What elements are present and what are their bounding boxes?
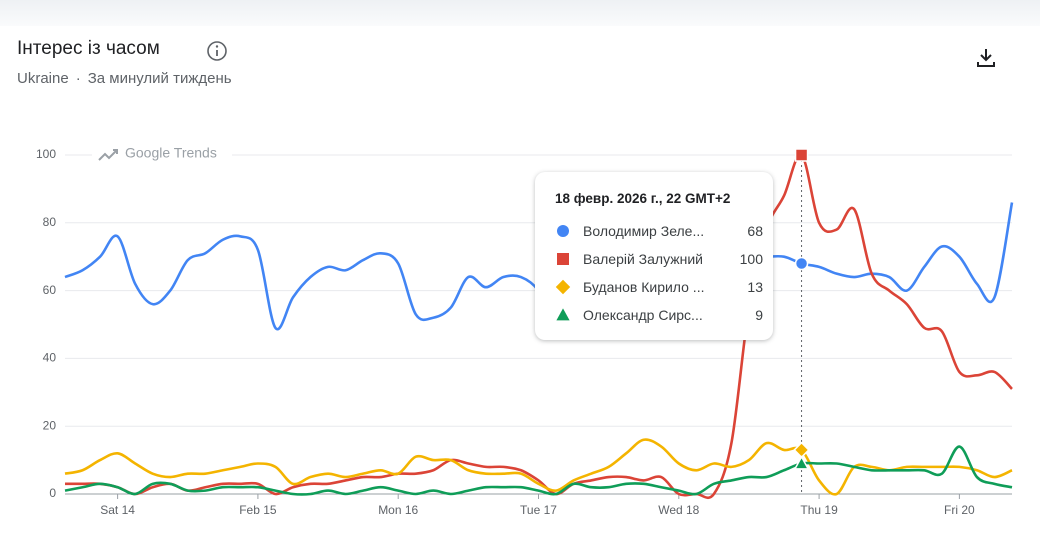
tooltip: 18 февр. 2026 г., 22 GMT+2 Володимир Зел… xyxy=(535,172,773,340)
marker xyxy=(793,455,810,470)
legend-name: Валерій Залужний xyxy=(583,251,703,267)
x-tick-label: Fri 20 xyxy=(944,503,975,517)
region: Ukraine xyxy=(17,70,69,87)
x-tick-label: Tue 17 xyxy=(520,503,557,517)
tooltip-title: 18 февр. 2026 г., 22 GMT+2 xyxy=(555,191,731,206)
marker xyxy=(555,279,571,295)
marker xyxy=(557,225,569,237)
top-bar xyxy=(0,0,1040,26)
y-tick-label: 0 xyxy=(49,486,56,500)
tooltip-value: 100 xyxy=(739,251,763,267)
y-tick-label: 20 xyxy=(43,418,57,432)
marker xyxy=(557,253,569,265)
y-tick-label: 60 xyxy=(43,283,57,297)
widget-subtitle: Ukraine · За минулий тиждень xyxy=(17,70,232,87)
marker xyxy=(556,308,570,321)
legend-marker xyxy=(555,279,571,295)
watermark-icon xyxy=(98,149,118,161)
tooltip-value: 13 xyxy=(747,279,763,295)
tooltip-row: Олександр Сирс... 9 xyxy=(555,301,773,329)
marker xyxy=(794,256,809,271)
marker xyxy=(794,148,809,162)
legend-marker xyxy=(557,253,569,265)
info-icon[interactable] xyxy=(206,40,228,62)
tooltip-row: Володимир Зеле... 68 xyxy=(555,217,773,245)
x-tick-label: Wed 18 xyxy=(658,503,699,517)
y-tick-label: 80 xyxy=(43,215,57,229)
tooltip-row: Буданов Кирило ... 13 xyxy=(555,273,773,301)
legend-name: Володимир Зеле... xyxy=(583,223,705,239)
legend-name: Олександр Сирс... xyxy=(583,307,703,323)
series-line xyxy=(64,445,1013,496)
x-tick-label: Thu 19 xyxy=(800,503,838,517)
tooltip-value: 9 xyxy=(755,307,763,323)
watermark: Google Trends xyxy=(125,145,217,161)
tooltip-value: 68 xyxy=(747,223,763,239)
legend-marker xyxy=(556,308,570,321)
legend-name: Буданов Кирило ... xyxy=(583,279,705,295)
tooltip-row: Валерій Залужний 100 xyxy=(555,245,773,273)
legend-marker xyxy=(557,225,569,237)
download-icon[interactable] xyxy=(974,46,998,70)
separator: · xyxy=(75,70,81,87)
series-line xyxy=(64,153,1013,500)
x-tick-label: Mon 16 xyxy=(378,503,418,517)
x-tick-label: Feb 15 xyxy=(239,503,277,517)
period: За минулий тиждень xyxy=(87,70,232,87)
watermark-bg xyxy=(92,143,232,165)
x-tick-label: Sat 14 xyxy=(100,503,135,517)
y-tick-label: 100 xyxy=(36,147,56,161)
y-tick-label: 40 xyxy=(43,351,57,365)
widget-title: Інтерес із часом xyxy=(17,38,160,59)
